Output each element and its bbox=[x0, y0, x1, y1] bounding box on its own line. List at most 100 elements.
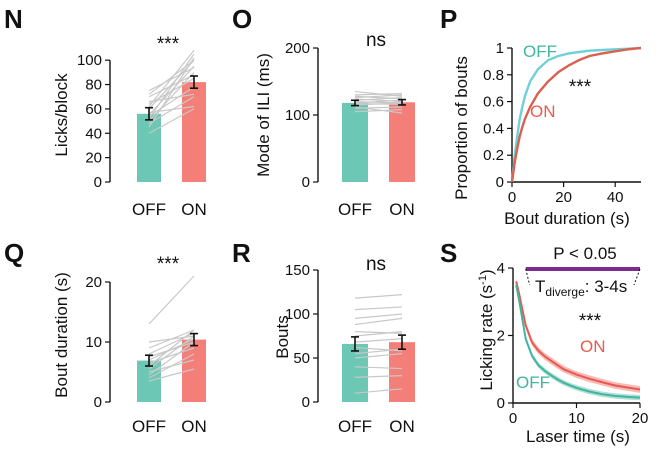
xtick-label-s-2: 20 bbox=[632, 410, 649, 427]
ylabel-s-main: Licking rate (s bbox=[477, 285, 496, 391]
significance-p: *** bbox=[569, 77, 592, 98]
xlabel-s: Laser time (s) bbox=[526, 427, 630, 446]
series-label-s-off: OFF bbox=[516, 373, 550, 392]
ytick-label-p-0: 0 bbox=[496, 174, 504, 191]
individual-line-r-5 bbox=[354, 346, 403, 352]
panel-label-o: O bbox=[232, 4, 252, 34]
individual-line-n-11 bbox=[148, 93, 195, 103]
plot-area-q: 0 10 20 bbox=[85, 274, 206, 411]
series-line-s-on bbox=[515, 281, 641, 391]
individual-line-r-12 bbox=[354, 294, 403, 299]
individual-line-q-6 bbox=[148, 347, 195, 364]
individual-line-n-14 bbox=[148, 66, 195, 92]
individual-line-n-1 bbox=[148, 57, 195, 128]
panel-label-s: S bbox=[440, 238, 457, 268]
significance-n: *** bbox=[157, 34, 180, 55]
individual-line-r-0 bbox=[354, 388, 403, 394]
series-band-s-off bbox=[516, 282, 640, 401]
individual-line-n-3 bbox=[148, 71, 195, 122]
ytick-label-s-2: 4 bbox=[497, 260, 505, 277]
panel-s: S Licking rate (s-1) 0 2 4 0 10 20 P < 0.05 T… bbox=[440, 238, 648, 446]
ytick-label-n-0: 0 bbox=[94, 174, 102, 191]
individual-line-r-8 bbox=[354, 331, 403, 334]
ytick-label-q-1: 10 bbox=[85, 334, 102, 351]
category-label-n-off: OFF bbox=[132, 200, 166, 219]
panel-r: R Bouts 0 50 100 150 ns OFF ON bbox=[232, 238, 415, 436]
ytick-label-r-3: 150 bbox=[285, 262, 310, 279]
plot-area-o: 0 100 200 bbox=[285, 40, 415, 191]
ytick-label-s-1: 2 bbox=[497, 328, 505, 345]
ytick-label-n-4: 80 bbox=[85, 77, 102, 94]
xlabel-p: Bout duration (s) bbox=[504, 209, 630, 228]
significance-o: ns bbox=[366, 30, 386, 51]
ytick-label-r-0: 0 bbox=[302, 394, 310, 411]
individual-line-r-3 bbox=[354, 353, 403, 359]
individual-line-o-0 bbox=[354, 109, 403, 113]
ylabel-r: Bouts bbox=[273, 315, 292, 358]
plot-area-p: 0 0.2 0.4 0.6 0.8 1 0 20 40 bbox=[483, 40, 642, 206]
bar-o-on bbox=[389, 102, 415, 182]
ytick-label-o-1: 100 bbox=[285, 107, 310, 124]
individual-line-q-4 bbox=[148, 335, 195, 370]
ylabel-s: Licking rate (s-1) bbox=[477, 269, 496, 390]
series-label-p-off: OFF bbox=[523, 42, 557, 61]
individual-line-n-13 bbox=[148, 59, 195, 95]
ytick-label-p-1: 0.2 bbox=[483, 147, 504, 164]
individual-line-o-8 bbox=[354, 98, 403, 103]
panel-p: P Proportion of bouts 0 0.2 0.4 0.6 0.8 1 0 20 4… bbox=[440, 4, 642, 228]
plot-area-r: 0 50 100 150 bbox=[285, 262, 415, 411]
individual-line-n-12 bbox=[148, 74, 195, 98]
ylabel-p: Proportion of bouts bbox=[452, 56, 471, 200]
xtick-label-p-1: 20 bbox=[555, 189, 572, 206]
individual-line-q-11 bbox=[148, 335, 195, 343]
tdiverge-value: : 3-4s bbox=[585, 277, 628, 296]
individual-line-r-10 bbox=[354, 313, 403, 319]
individual-line-r-6 bbox=[354, 338, 403, 343]
ytick-label-o-2: 200 bbox=[285, 40, 310, 57]
category-label-r-off: OFF bbox=[338, 417, 372, 436]
panel-n: N Licks/block 0 20 40 60 80 100 *** OFF ON bbox=[4, 4, 207, 219]
ylabel-s-sup: -1 bbox=[477, 275, 489, 285]
category-label-q-on: ON bbox=[181, 417, 207, 436]
significance-s: *** bbox=[579, 311, 602, 332]
ytick-label-p-4: 0.8 bbox=[483, 67, 504, 84]
ytick-label-q-2: 20 bbox=[85, 274, 102, 291]
ytick-label-o-0: 0 bbox=[302, 174, 310, 191]
panel-o: O Mode of ILI (ms) 0 100 200 ns OFF ON bbox=[232, 4, 415, 219]
pvalue-text-s: P < 0.05 bbox=[553, 244, 617, 263]
individual-line-n-7 bbox=[148, 105, 195, 114]
panel-label-q: Q bbox=[4, 238, 24, 268]
plot-area-n: 0 20 40 60 80 100 bbox=[77, 50, 206, 191]
bar-o-off bbox=[342, 102, 368, 182]
ylabel-q: Bout duration (s) bbox=[52, 272, 71, 398]
bar-q-off bbox=[137, 360, 161, 402]
significance-q: *** bbox=[157, 254, 180, 275]
bar-r-on bbox=[389, 342, 415, 402]
ytick-label-s-0: 0 bbox=[497, 395, 505, 412]
ytick-label-n-2: 40 bbox=[85, 125, 102, 142]
individual-line-q-3 bbox=[148, 359, 195, 373]
xtick-label-s-0: 0 bbox=[509, 410, 517, 427]
bar-n-on bbox=[182, 82, 206, 182]
individual-line-o-10 bbox=[354, 95, 403, 100]
individual-line-o-4 bbox=[354, 103, 403, 105]
category-label-n-on: ON bbox=[181, 200, 207, 219]
ytick-label-p-3: 0.6 bbox=[483, 94, 504, 111]
ytick-label-n-1: 20 bbox=[85, 150, 102, 167]
individual-line-q-12 bbox=[148, 275, 195, 325]
series-line-p-on bbox=[510, 46, 642, 183]
ylabel-o: Mode of ILI (ms) bbox=[254, 53, 273, 177]
ytick-label-n-5: 100 bbox=[77, 52, 102, 69]
individual-line-q-8 bbox=[148, 341, 195, 358]
bar-n-off bbox=[137, 113, 161, 182]
ylabel-n: Licks/block bbox=[52, 73, 71, 157]
individual-line-n-10 bbox=[148, 77, 195, 105]
series-label-p-on: ON bbox=[530, 102, 556, 121]
category-label-q-off: OFF bbox=[132, 417, 166, 436]
xtick-label-p-0: 0 bbox=[508, 189, 516, 206]
ytick-label-n-3: 60 bbox=[85, 101, 102, 118]
individual-line-o-2 bbox=[354, 106, 403, 114]
series-line-p-off bbox=[510, 46, 642, 183]
tdiverge-sub: diverge bbox=[545, 285, 585, 299]
